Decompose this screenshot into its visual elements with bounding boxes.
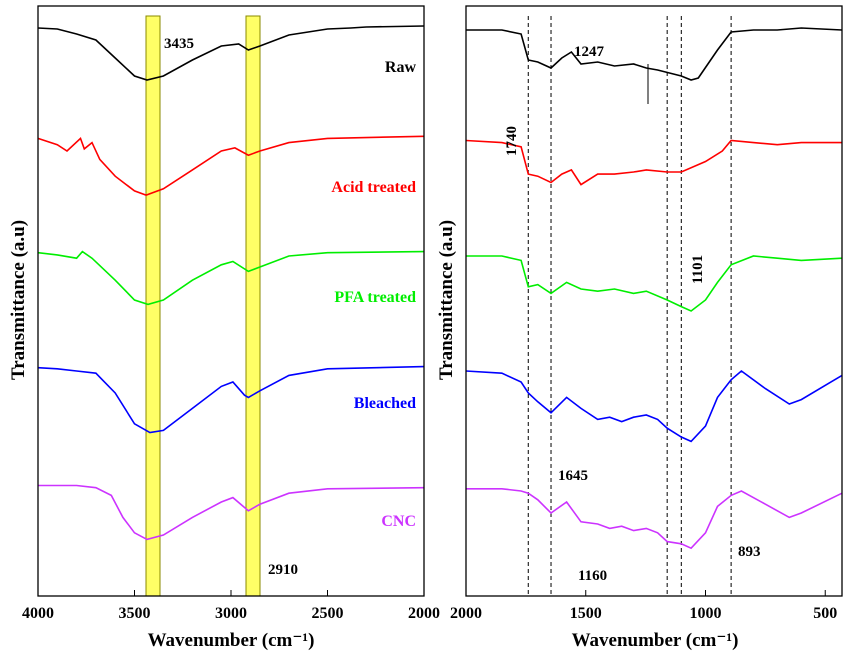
left-label-pfa: PFA treated [334, 289, 416, 306]
left-series-cnc [38, 484, 425, 541]
right-series-group [465, 27, 843, 550]
left-label-raw: Raw [385, 59, 417, 76]
right-label-893: 893 [738, 544, 761, 560]
right-tick-label-500: 500 [813, 605, 837, 622]
left-series-group [37, 25, 425, 541]
left-xlabel: Wavenumber (cm⁻¹) [148, 630, 315, 651]
right-label-1101: 1101 [690, 255, 706, 284]
right-label-1160: 1160 [578, 568, 607, 584]
left-series-pfa-treated [37, 250, 425, 306]
left-ticks: 4000 3500 3000 2500 2000 [22, 590, 440, 622]
left-ylabel: Transmittance (a.u) [8, 220, 29, 380]
right-series-pfa-treated [466, 255, 843, 312]
right-series-bleached [465, 369, 843, 443]
left-tick-label-3500: 3500 [119, 605, 151, 622]
right-label-1247: 1247 [574, 44, 605, 60]
right-ylabel: Transmittance (a.u) [436, 220, 457, 380]
left-series-bleached [37, 365, 425, 434]
right-tick-label-2000: 2000 [450, 605, 482, 622]
right-plot-frame [465, 5, 843, 597]
right-reference-lines [527, 16, 732, 596]
left-band-3435 [145, 15, 161, 597]
right-series-raw [466, 27, 843, 81]
left-band-label-3435: 3435 [164, 36, 194, 52]
left-label-acid: Acid treated [331, 179, 416, 196]
left-panel: 4000 3500 3000 2500 2000 3435 2910 Raw Acid … [8, 5, 440, 651]
left-tick-label-2500: 2500 [312, 605, 344, 622]
right-tick-label-1000: 1000 [689, 605, 721, 622]
left-tick-label-4000: 4000 [22, 605, 54, 622]
left-tick-label-3000: 3000 [215, 605, 247, 622]
right-ticks: 2000 1500 1000 500 [450, 590, 837, 622]
right-series-acid-treated [465, 139, 842, 186]
left-label-bleached: Bleached [354, 395, 416, 412]
left-tick-label-2000: 2000 [408, 605, 440, 622]
right-panel: 2000 1500 1000 500 1740 1247 1101 1645 1160… [436, 5, 843, 651]
left-band-label-2910: 2910 [268, 562, 298, 578]
right-xlabel: Wavenumber (cm⁻¹) [572, 630, 739, 651]
right-label-1740: 1740 [504, 126, 520, 156]
left-label-cnc: CNC [381, 513, 416, 530]
right-tick-label-1500: 1500 [570, 605, 602, 622]
right-label-1645: 1645 [558, 468, 588, 484]
left-series-raw [37, 25, 425, 81]
right-series-cnc [466, 488, 843, 550]
left-series-acid-treated [37, 135, 425, 196]
